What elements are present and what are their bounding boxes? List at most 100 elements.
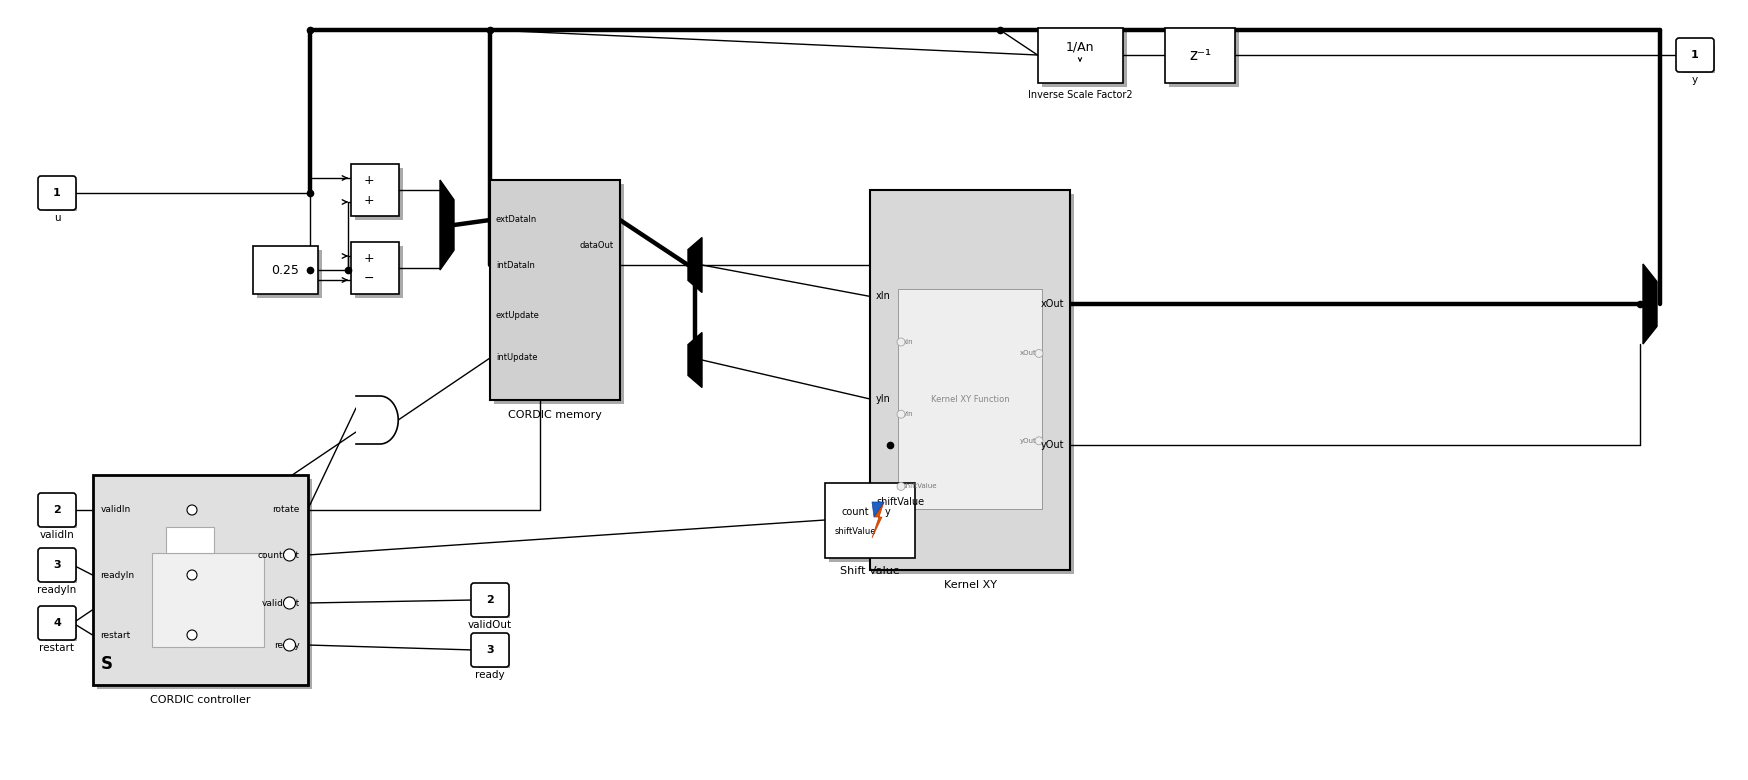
- Bar: [257, 250, 322, 298]
- Text: yIn: yIn: [904, 411, 914, 417]
- Text: u: u: [54, 213, 61, 223]
- Text: Inverse Scale Factor2: Inverse Scale Factor2: [1028, 90, 1133, 101]
- Text: extDataIn: extDataIn: [496, 215, 537, 225]
- Polygon shape: [872, 502, 884, 538]
- Text: yOut: yOut: [1021, 438, 1037, 444]
- Text: 3: 3: [486, 645, 495, 655]
- Bar: [1042, 31, 1126, 87]
- Bar: [355, 246, 404, 298]
- Bar: [351, 242, 399, 294]
- Polygon shape: [1643, 264, 1657, 344]
- Circle shape: [897, 338, 905, 346]
- FancyBboxPatch shape: [470, 633, 509, 667]
- Text: Kernel XY Function: Kernel XY Function: [930, 395, 1009, 403]
- Bar: [45, 183, 77, 211]
- Circle shape: [1035, 349, 1044, 357]
- Circle shape: [283, 549, 295, 561]
- Text: Kernel XY: Kernel XY: [944, 580, 996, 590]
- Bar: [898, 289, 1042, 509]
- Circle shape: [1035, 437, 1044, 445]
- Circle shape: [187, 630, 198, 640]
- Text: +: +: [364, 251, 374, 264]
- Text: shiftValue: shiftValue: [834, 527, 876, 537]
- Text: ready: ready: [475, 670, 505, 680]
- Circle shape: [283, 639, 295, 651]
- FancyBboxPatch shape: [1676, 38, 1715, 72]
- Bar: [351, 164, 399, 216]
- Bar: [871, 190, 1070, 570]
- Bar: [477, 640, 510, 668]
- FancyBboxPatch shape: [38, 176, 75, 210]
- FancyBboxPatch shape: [38, 548, 75, 582]
- Bar: [166, 527, 213, 552]
- FancyBboxPatch shape: [470, 583, 509, 617]
- Text: xOut: xOut: [1021, 350, 1037, 356]
- Text: Shift Value: Shift Value: [841, 566, 900, 576]
- Bar: [1683, 45, 1715, 73]
- Polygon shape: [689, 237, 703, 292]
- Text: shiftValue: shiftValue: [904, 484, 937, 489]
- Bar: [829, 487, 919, 562]
- Text: CORDIC controller: CORDIC controller: [150, 695, 250, 705]
- Text: validIn: validIn: [100, 505, 131, 515]
- Bar: [477, 590, 510, 618]
- Text: +: +: [364, 193, 374, 207]
- Text: 3: 3: [52, 560, 61, 570]
- Text: dataOut: dataOut: [580, 240, 614, 250]
- Text: 0.25: 0.25: [271, 264, 299, 276]
- Text: readyIn: readyIn: [100, 570, 135, 580]
- Polygon shape: [440, 180, 454, 270]
- Circle shape: [897, 410, 905, 418]
- Text: xOut: xOut: [1040, 299, 1065, 309]
- Text: count: count: [841, 507, 869, 517]
- Text: xIn: xIn: [904, 339, 914, 345]
- Text: extUpdate: extUpdate: [496, 310, 540, 320]
- Text: restart: restart: [40, 643, 75, 653]
- Bar: [874, 194, 1073, 574]
- Text: ready: ready: [274, 640, 299, 650]
- Text: rotate: rotate: [273, 505, 299, 515]
- Text: S: S: [100, 655, 112, 673]
- Text: xIn: xIn: [876, 292, 891, 301]
- Bar: [93, 475, 308, 685]
- Bar: [1164, 27, 1236, 83]
- Text: yIn: yIn: [876, 394, 891, 404]
- Text: yOut: yOut: [1040, 440, 1065, 449]
- Bar: [495, 184, 624, 404]
- Text: 4: 4: [52, 618, 61, 628]
- Text: −: −: [364, 271, 374, 285]
- Text: +: +: [364, 173, 374, 186]
- Bar: [825, 483, 914, 558]
- Text: y: y: [1692, 75, 1697, 85]
- Text: countOut: countOut: [257, 551, 299, 559]
- Bar: [355, 168, 404, 220]
- Text: CORDIC memory: CORDIC memory: [509, 410, 601, 420]
- Bar: [1038, 27, 1122, 83]
- Circle shape: [283, 597, 295, 609]
- Bar: [45, 500, 77, 528]
- Text: validIn: validIn: [40, 530, 75, 540]
- Text: z⁻¹: z⁻¹: [1189, 48, 1211, 62]
- Circle shape: [187, 505, 198, 515]
- Bar: [152, 553, 264, 647]
- Bar: [489, 180, 621, 400]
- Text: validOut: validOut: [260, 598, 299, 608]
- Text: 1: 1: [1690, 50, 1699, 60]
- Circle shape: [187, 570, 198, 580]
- Polygon shape: [357, 396, 399, 444]
- FancyBboxPatch shape: [38, 606, 75, 640]
- Text: 1: 1: [52, 188, 61, 198]
- Bar: [45, 613, 77, 641]
- Polygon shape: [872, 502, 884, 517]
- Text: intDataIn: intDataIn: [496, 261, 535, 270]
- Text: intUpdate: intUpdate: [496, 353, 537, 363]
- Polygon shape: [689, 332, 703, 388]
- Text: 1/An: 1/An: [1066, 41, 1094, 54]
- Bar: [1169, 31, 1239, 87]
- Text: shiftValue: shiftValue: [876, 497, 925, 506]
- Text: validOut: validOut: [468, 620, 512, 630]
- FancyBboxPatch shape: [38, 493, 75, 527]
- Text: y: y: [884, 507, 891, 517]
- Bar: [252, 246, 318, 294]
- Text: restart: restart: [100, 630, 131, 640]
